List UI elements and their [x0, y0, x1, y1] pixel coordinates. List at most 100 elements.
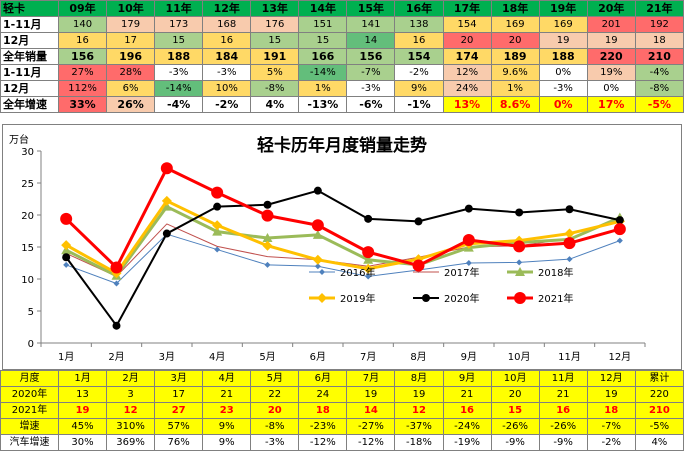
data-point [213, 202, 222, 211]
data-point [61, 240, 72, 251]
month-header: 4月 [202, 370, 252, 387]
row-label: 汽车增速 [0, 434, 59, 451]
data-point [162, 229, 171, 238]
table-cell: 3 [106, 386, 156, 403]
table-cell: 19 [538, 32, 588, 49]
table-cell: -14% [298, 64, 348, 81]
year-header: 20年 [586, 0, 636, 17]
data-point [566, 256, 573, 263]
y-tick-label: 30 [21, 147, 34, 158]
y-axis-label: 万台 [9, 133, 29, 146]
table-cell: 21 [442, 386, 492, 403]
table-cell: 184 [202, 48, 252, 65]
legend-label: 2016年 [340, 266, 375, 279]
table-cell: 20 [250, 402, 300, 419]
year-header: 16年 [394, 0, 444, 17]
year-header: 09年 [57, 0, 108, 17]
table-cell: 19 [586, 32, 636, 49]
table-cell: 189 [490, 48, 540, 65]
table-cell: 310% [106, 418, 156, 435]
table-cell: -2% [394, 64, 444, 81]
table-row: 2020年 13 3 17 21 22 24 19 19 21 20 21 19 220 [0, 386, 684, 403]
table-cell: -14% [154, 80, 204, 97]
month-header: 11月 [538, 370, 588, 387]
data-point [516, 259, 523, 266]
month-header: 1月 [57, 370, 108, 387]
table-cell: 16 [442, 402, 492, 419]
month-header: 3月 [154, 370, 204, 387]
data-point [616, 237, 623, 244]
table-cell: 57% [154, 418, 204, 435]
data-point [312, 254, 323, 265]
year-header: 15年 [346, 0, 396, 17]
table-cell: 17 [106, 32, 156, 49]
table-cell: 15 [298, 32, 348, 49]
row-label: 全年增速 [0, 96, 59, 113]
year-header: 14年 [298, 0, 348, 17]
data-point [161, 195, 172, 206]
table-cell: 28% [106, 64, 156, 81]
table-cell: -4% [154, 96, 204, 113]
table-corner-label: 轻卡 [0, 0, 59, 17]
table-cell: 19 [346, 386, 396, 403]
table-cell: -26% [490, 418, 540, 435]
table-cell: -19% [442, 434, 492, 451]
data-point [110, 261, 123, 274]
year-header: 10年 [106, 0, 156, 17]
table-cell: 6% [106, 80, 156, 97]
data-point [313, 186, 322, 195]
table-cell: 156 [346, 48, 396, 65]
row-label: 12月 [0, 80, 59, 97]
month-header: 9月 [442, 370, 492, 387]
year-header: 11年 [154, 0, 204, 17]
table-row: 1-11月 27% 28% -3% -3% 5% -14% -7% -2% 12% 9.6% 0% 19… [0, 64, 684, 81]
table-cell: 20 [442, 32, 492, 49]
table-cell: -12% [298, 434, 348, 451]
table-row: 1-11月 140 179 173 168 176 151 141 138 154 169 169 20… [0, 16, 684, 33]
table-cell: 18 [634, 32, 684, 49]
table-cell: 1% [298, 80, 348, 97]
row-label: 增速 [0, 418, 59, 435]
table-cell: 13% [442, 96, 492, 113]
data-point [314, 263, 321, 270]
table-cell: 33% [57, 96, 108, 113]
table-cell: 12 [394, 402, 444, 419]
data-point [615, 216, 624, 225]
y-tick-label: 10 [21, 275, 34, 286]
table-cell: -3% [538, 80, 588, 97]
series-line [65, 205, 621, 278]
data-point [462, 233, 475, 246]
legend-entry: 2020年 [413, 292, 479, 305]
x-tick-label: 5月 [259, 351, 275, 363]
legend-entry: 2017年 [413, 266, 479, 279]
table-cell: 176 [250, 16, 300, 33]
table-cell: -13% [298, 96, 348, 113]
table-cell: 112% [57, 80, 108, 97]
table-cell: -18% [394, 434, 444, 451]
table-cell: -9% [538, 434, 588, 451]
table-cell: 173 [154, 16, 204, 33]
month-header: 6月 [298, 370, 348, 387]
table-cell: 151 [298, 16, 348, 33]
chart-title: 轻卡历年月度销量走势 [257, 135, 427, 156]
year-header: 12年 [202, 0, 252, 17]
table-cell: 26% [106, 96, 156, 113]
data-point [464, 204, 473, 213]
table-cell: 154 [394, 48, 444, 65]
table-row: 2021年 19 12 27 23 20 18 14 12 16 15 16 18 210 [0, 402, 684, 419]
table-cell: 154 [442, 16, 492, 33]
x-tick-label: 9月 [461, 351, 477, 363]
table-cell: -5% [634, 418, 684, 435]
legend-entry: 2018年 [507, 266, 573, 279]
bottom-table-header: 月度 1月 2月 3月 4月 5月 6月 7月 8月 9月 10月 11月 12月 累计 [0, 370, 684, 387]
month-header: 2月 [106, 370, 156, 387]
table-cell: 24% [442, 80, 492, 97]
table-cell: 12% [442, 64, 492, 81]
table-cell: 141 [346, 16, 396, 33]
table-cell: 220 [634, 386, 684, 403]
table-cell: 201 [586, 16, 636, 33]
table-cell: 138 [394, 16, 444, 33]
table-cell: 4% [634, 434, 684, 451]
year-header: 19年 [538, 0, 588, 17]
table-cell: 21 [538, 386, 588, 403]
